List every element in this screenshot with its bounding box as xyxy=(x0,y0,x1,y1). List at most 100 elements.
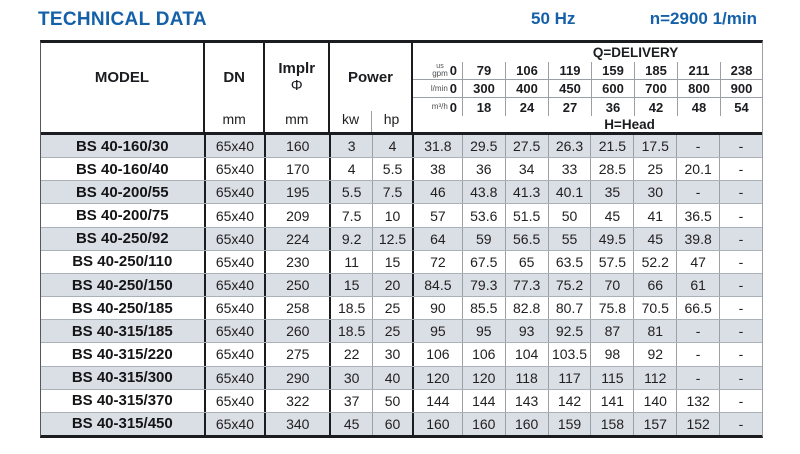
delivery-unit-name: gpm xyxy=(432,68,448,78)
head-value-cell: 160 xyxy=(414,412,463,436)
delivery-label: Q=DELIVERY xyxy=(592,45,679,60)
model-unit-spacer xyxy=(41,111,203,132)
head-value-cell: 45 xyxy=(634,227,678,250)
head-value-cell: 50 xyxy=(549,204,592,227)
column-header-power: Power kw hp xyxy=(330,43,414,132)
head-value-cell: 160 xyxy=(506,412,549,436)
dn-unit-label: mm xyxy=(222,111,246,127)
head-value-cell: 103.5 xyxy=(549,343,592,366)
head-value-cell: 66.5 xyxy=(677,297,721,320)
delivery-header: Q=DELIVERY us gpm 0 79 106 119 159 185 211 238 l/m… xyxy=(413,43,763,132)
head-value-cell: - xyxy=(677,135,721,158)
head-value-cell: 77.3 xyxy=(506,273,549,297)
head-value-cell: - xyxy=(738,230,744,247)
head-value-cell: - xyxy=(677,181,721,204)
head-value-cell: - xyxy=(738,346,744,363)
head-value-cell: 87 xyxy=(591,320,635,343)
table-row: BS 40-315/370 65x40 322 37 50 144 144 143 142 141… xyxy=(41,389,762,413)
impeller-cell: 209 xyxy=(266,204,332,227)
power-hp-cell: 10 xyxy=(373,204,414,227)
power-kw-cell: 18.5 xyxy=(331,320,374,343)
head-value-cell: 55 xyxy=(549,227,592,250)
phi-symbol: Φ xyxy=(290,77,303,94)
dn-cell: 65x40 xyxy=(206,389,267,412)
dn-cell: 65x40 xyxy=(206,297,267,320)
head-value-cell: 47 xyxy=(677,250,721,273)
head-value-cell: 132 xyxy=(677,389,721,412)
head-value-cell: - xyxy=(738,207,744,224)
frequency-label: 50 Hz xyxy=(531,9,576,28)
head-value-cell: 82.8 xyxy=(506,297,549,320)
head-value-cell: - xyxy=(677,343,721,366)
model-cell: BS 40-250/185 xyxy=(41,297,206,320)
head-value-cell: 27.5 xyxy=(506,135,549,158)
delivery-value: 42 xyxy=(634,98,677,116)
delivery-value: 106 xyxy=(505,62,548,79)
power-label: Power xyxy=(348,68,394,86)
power-hp-cell: 50 xyxy=(373,389,414,412)
delivery-unit-cell: m³/h 0 xyxy=(413,98,462,116)
head-value-cell: 93 xyxy=(506,320,549,343)
delivery-value: 159 xyxy=(591,62,634,79)
model-cell: BS 40-315/450 xyxy=(41,412,206,436)
power-kw-cell: 11 xyxy=(331,250,374,273)
model-cell: BS 40-200/75 xyxy=(41,204,206,227)
head-value-cell: 158 xyxy=(591,412,635,436)
head-value-cell: 38 xyxy=(414,158,463,181)
table-row: BS 40-315/450 65x40 340 45 60 160 160 160 159 158… xyxy=(41,412,762,436)
impeller-cell: 290 xyxy=(266,366,332,389)
delivery-unit-name: m³/h xyxy=(431,102,448,111)
delivery-unit-cell: l/min 0 xyxy=(413,80,462,97)
head-value-cell: 112 xyxy=(634,366,678,389)
kw-unit-label: kw xyxy=(341,111,360,127)
delivery-value: 400 xyxy=(505,80,548,97)
table-row: BS 40-200/55 65x40 195 5.5 7.5 46 43.8 41.3 40.1… xyxy=(41,181,762,205)
head-value-cell: 141 xyxy=(591,389,635,412)
delivery-value: 0 xyxy=(449,81,458,96)
head-value-cell: 28.5 xyxy=(591,158,635,181)
head-value-cell: 51.5 xyxy=(506,204,549,227)
delivery-value: 48 xyxy=(677,98,720,116)
head-value-cell: - xyxy=(738,277,744,294)
head-label: H=Head xyxy=(604,116,655,132)
head-value-cell: - xyxy=(738,300,744,317)
head-value-cell: 70 xyxy=(591,273,635,297)
table-row: BS 40-315/185 65x40 260 18.5 25 95 95 93 92.5 87 8… xyxy=(41,320,762,344)
delivery-unit-label: us gpm xyxy=(432,63,448,78)
dn-label: DN xyxy=(223,68,245,86)
head-value-cell: - xyxy=(738,415,744,432)
delivery-value: 27 xyxy=(548,98,591,116)
head-value-cell: 61 xyxy=(677,273,721,297)
delivery-value: 79 xyxy=(462,62,505,79)
head-value-cell: 45 xyxy=(591,204,635,227)
power-kw-cell: 45 xyxy=(331,412,374,436)
head-value-cell: 140 xyxy=(634,389,678,412)
power-hp-cell: 12.5 xyxy=(373,227,414,250)
delivery-value: 238 xyxy=(720,62,762,79)
delivery-value: 0 xyxy=(449,63,458,78)
dn-cell: 65x40 xyxy=(206,135,267,158)
head-value-cell: 36 xyxy=(463,158,506,181)
column-header-model: MODEL xyxy=(41,43,205,132)
power-hp-cell: 25 xyxy=(373,320,414,343)
column-header-impeller: Implr Φ mm xyxy=(265,43,331,132)
column-header-dn: DN mm xyxy=(205,43,266,132)
head-value-cell: 66 xyxy=(634,273,678,297)
impeller-cell: 170 xyxy=(266,158,332,181)
page-title: TECHNICAL DATA xyxy=(38,9,207,30)
dn-cell: 65x40 xyxy=(206,250,267,273)
power-hp-cell: 60 xyxy=(373,412,414,436)
power-units: kw hp xyxy=(330,111,411,132)
model-cell: BS 40-315/220 xyxy=(41,343,206,366)
head-value-cell: 95 xyxy=(414,320,463,343)
head-value-cell: 64 xyxy=(414,227,463,250)
delivery-unit-cell: us gpm 0 xyxy=(413,62,462,79)
table-row: BS 40-250/185 65x40 258 18.5 25 90 85.5 82.8 80.… xyxy=(41,297,762,321)
head-value-cell: 46 xyxy=(414,181,463,204)
head-value-cell: 39.8 xyxy=(677,227,721,250)
dn-cell: 65x40 xyxy=(206,366,267,389)
model-cell: BS 40-250/150 xyxy=(41,273,206,297)
head-value-cell: - xyxy=(738,138,744,155)
head-value-cell: 118 xyxy=(506,366,549,389)
head-value-cell: 81 xyxy=(634,320,678,343)
